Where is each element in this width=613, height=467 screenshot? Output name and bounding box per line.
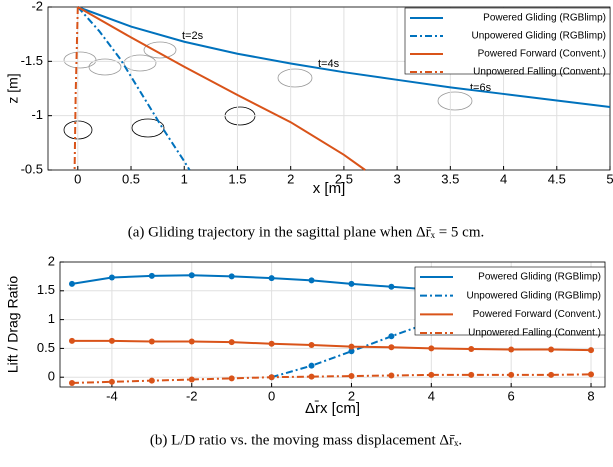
x-tick-label: 6 — [508, 388, 515, 403]
caption: (b) L/D ratio vs. the moving mass displa… — [150, 432, 462, 448]
marker — [308, 362, 315, 369]
marker — [108, 378, 115, 385]
legend-label: Powered Gliding (RGBlimp) — [483, 13, 606, 24]
caption: (a) Gliding trajectory in the sagittal p… — [128, 224, 485, 240]
plot-frame — [47, 6, 611, 171]
marker — [68, 379, 75, 386]
marker — [228, 339, 235, 346]
x-tick-label: 4.5 — [548, 171, 566, 186]
marker — [228, 273, 235, 280]
marker — [428, 345, 435, 352]
marker — [468, 371, 475, 378]
marker — [268, 340, 275, 347]
marker — [108, 337, 115, 344]
y-tick-label: 2 — [48, 253, 55, 268]
x-tick-label: 0 — [74, 171, 81, 186]
annotation: t=4s — [318, 58, 340, 70]
x-tick-label: 2 — [287, 171, 294, 186]
x-axis-label: Δr̄x [cm] — [305, 400, 360, 417]
marker — [308, 277, 315, 284]
marker — [188, 338, 195, 345]
marker — [348, 343, 355, 350]
y-tick-label: -1.5 — [21, 53, 43, 68]
y-tick-label: 1.5 — [37, 282, 55, 297]
marker — [348, 280, 355, 287]
x-tick-label: 5 — [606, 171, 613, 186]
marker — [388, 283, 395, 290]
legend-label: Powered Gliding (RGBlimp) — [478, 272, 601, 283]
marker — [68, 337, 75, 344]
legend-box — [414, 266, 606, 336]
marker — [508, 346, 515, 353]
annotation: t=2s — [182, 30, 204, 42]
marker — [388, 333, 395, 340]
marker — [468, 345, 475, 352]
x-tick-label: 8 — [587, 388, 594, 403]
x-tick-label: 0 — [268, 388, 275, 403]
marker — [268, 275, 275, 282]
y-tick-label: 0 — [48, 369, 55, 384]
x-tick-label: 4 — [500, 171, 507, 186]
marker — [148, 338, 155, 345]
y-tick-label: -2 — [31, 0, 43, 13]
series-line — [73, 6, 79, 171]
y-tick-label: 0.5 — [37, 340, 55, 355]
x-tick-label: -2 — [186, 388, 198, 403]
marker — [588, 371, 595, 378]
x-tick-label: 3.5 — [441, 171, 459, 186]
x-axis-label: x [m] — [313, 180, 346, 197]
marker — [348, 348, 355, 355]
x-tick-label: 3 — [394, 171, 401, 186]
legend-label: Unpowered Gliding (RGBlimp) — [467, 290, 602, 301]
marker — [188, 376, 195, 383]
y-tick-label: -0.5 — [21, 161, 43, 176]
series-line — [71, 373, 592, 384]
x-tick-label: 2 — [348, 388, 355, 403]
marker — [228, 375, 235, 382]
y-tick-label: 1 — [48, 311, 55, 326]
series-line — [77, 6, 611, 108]
marker — [268, 374, 275, 381]
marker — [388, 372, 395, 379]
legend-label: Unpowered Falling (Convent.) — [473, 67, 606, 78]
y-axis-label: Lift / Drag Ratio — [5, 276, 21, 373]
marker — [388, 344, 395, 351]
marker — [548, 371, 555, 378]
x-tick-label: 1.5 — [228, 171, 246, 186]
marker — [188, 272, 195, 279]
x-tick-label: 2.5 — [335, 171, 353, 186]
series-line — [77, 6, 366, 171]
series-line — [77, 6, 191, 171]
marker — [148, 272, 155, 279]
x-tick-label: 1 — [181, 171, 188, 186]
marker — [308, 341, 315, 348]
y-axis-label: z [m] — [5, 73, 21, 103]
legend-label: Unpowered Falling (Convent.) — [468, 328, 601, 339]
x-tick-label: -4 — [106, 388, 118, 403]
x-tick-label: 0.5 — [122, 171, 140, 186]
legend-label: Unpowered Gliding (RGBlimp) — [472, 31, 607, 42]
marker — [548, 346, 555, 353]
marker — [308, 373, 315, 380]
marker — [68, 280, 75, 287]
marker — [108, 274, 115, 281]
marker — [428, 371, 435, 378]
marker — [588, 347, 595, 354]
marker — [508, 371, 515, 378]
legend-label: Powered Forward (Convent.) — [478, 49, 606, 60]
y-tick-label: -1 — [31, 107, 43, 122]
marker — [348, 373, 355, 380]
legend-label: Powered Forward (Convent.) — [473, 309, 601, 320]
series-line — [71, 339, 592, 352]
x-tick-label: 4 — [428, 388, 435, 403]
marker — [148, 377, 155, 384]
